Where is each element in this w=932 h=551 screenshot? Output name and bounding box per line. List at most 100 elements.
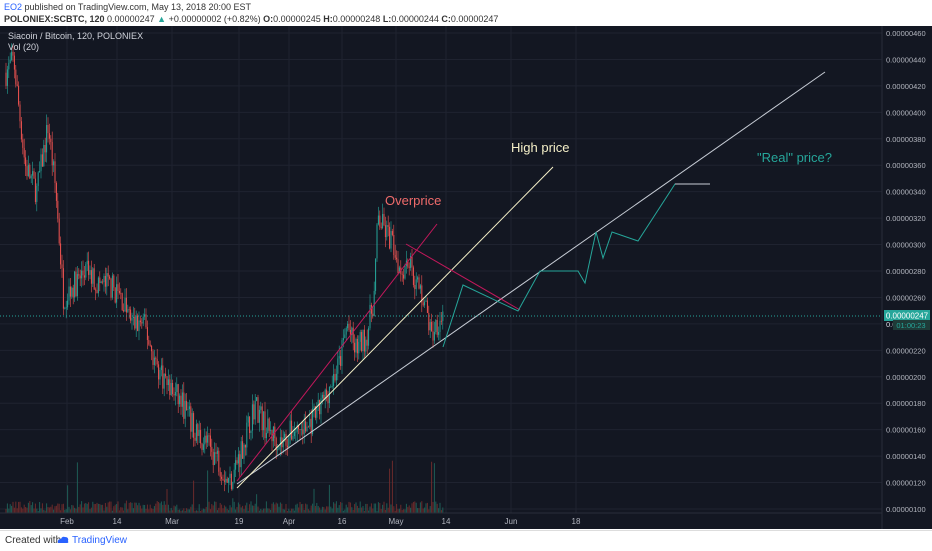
- real-price-annotation[interactable]: "Real" price?: [757, 150, 832, 165]
- candle-body: [41, 154, 43, 167]
- volume-bar: [320, 509, 322, 513]
- candle-body: [211, 446, 213, 452]
- volume-bar: [198, 504, 200, 513]
- volume-bar: [44, 510, 46, 513]
- volume-bar: [50, 506, 52, 513]
- candle-body: [103, 275, 105, 283]
- candle-body: [365, 339, 367, 352]
- y-tick-label: 0.00000340: [886, 188, 926, 197]
- candle-body: [111, 275, 113, 298]
- candle-body: [307, 426, 309, 428]
- candle-body: [148, 340, 150, 345]
- volume-bar: [29, 501, 31, 513]
- volume-bar: [162, 504, 164, 513]
- chart-area[interactable]: Overprice High price "Real" price? 0.000…: [0, 26, 932, 529]
- candle-body: [261, 406, 263, 431]
- support-trendline[interactable]: [236, 71, 826, 485]
- candle-body: [26, 166, 28, 177]
- candle-body: [102, 281, 104, 283]
- resistance-trendline[interactable]: [405, 243, 521, 311]
- volume-bar: [81, 501, 83, 513]
- price-axis[interactable]: 0.00000460 0.00000440 0.00000420 0.00000400…: [881, 26, 926, 529]
- volume-bar: [400, 504, 402, 513]
- candle-body: [398, 267, 400, 274]
- candle-body: [428, 312, 430, 331]
- last-value: 0.00000247: [107, 14, 155, 24]
- volume-bar: [158, 502, 160, 513]
- tradingview-brand-link[interactable]: TradingView: [72, 535, 128, 546]
- volume-bar: [169, 510, 171, 513]
- candle-body: [137, 315, 139, 331]
- author-link[interactable]: EO2: [4, 2, 23, 12]
- volume-bar: [338, 505, 340, 513]
- volume-bar: [390, 504, 392, 513]
- candle-body: [347, 323, 349, 329]
- candle-body: [139, 320, 141, 323]
- volume-bar: [62, 503, 64, 513]
- chart-svg[interactable]: Overprice High price "Real" price? 0.000…: [0, 26, 932, 529]
- high-price-trendline[interactable]: [236, 166, 554, 489]
- volume-bar: [313, 488, 315, 513]
- volume-bar: [139, 505, 141, 513]
- candle-body: [120, 292, 122, 294]
- high-price-annotation[interactable]: High price: [511, 140, 570, 155]
- candle-body: [172, 382, 174, 395]
- candle-body: [291, 420, 293, 440]
- volume-bar: [60, 510, 62, 513]
- candle-body: [309, 418, 311, 427]
- projected-path[interactable]: [442, 183, 710, 348]
- candle-body: [156, 359, 158, 365]
- volume-bar: [20, 507, 22, 513]
- volume-bar: [159, 503, 161, 513]
- volume-bar: [401, 510, 403, 513]
- volume-bar: [300, 504, 302, 513]
- volume-bar: [289, 510, 291, 513]
- volume-bar: [58, 503, 60, 513]
- volume-bar: [128, 502, 130, 513]
- volume-bar: [40, 508, 42, 513]
- volume-bar: [288, 508, 290, 513]
- volume-bar: [141, 508, 143, 513]
- candle-body: [170, 382, 172, 396]
- time-axis[interactable]: Feb 14 Mar 19 Apr 16 May 14 Jun 18: [0, 512, 882, 526]
- candle-body: [298, 425, 300, 430]
- candle-body: [411, 255, 413, 268]
- candle-body: [12, 51, 14, 56]
- candle-body: [362, 329, 364, 352]
- candle-body: [285, 433, 287, 446]
- candle-body: [151, 345, 153, 352]
- volume-bar: [341, 502, 343, 513]
- candle-body: [239, 454, 241, 468]
- candle-body: [39, 171, 41, 173]
- volume-bar: [408, 505, 410, 513]
- x-tick-label: Feb: [60, 517, 74, 526]
- volume-bar: [264, 508, 266, 513]
- volume-bar: [120, 507, 122, 513]
- volume-bar: [187, 509, 189, 513]
- candle-body: [125, 297, 127, 313]
- candle-body: [359, 332, 361, 342]
- volume-bar: [163, 501, 165, 513]
- volume-bar: [335, 501, 337, 513]
- volume-bar: [275, 502, 277, 513]
- candle-body: [153, 357, 155, 365]
- volume-bar: [327, 506, 329, 513]
- volume-bar: [431, 461, 433, 513]
- volume-bar: [302, 503, 304, 513]
- candle-body: [92, 268, 94, 284]
- volume-bar: [417, 508, 419, 513]
- candle-body: [337, 358, 339, 374]
- candle-body: [324, 389, 326, 400]
- candle-body: [149, 344, 151, 346]
- candle-body: [344, 334, 346, 339]
- y-tick-label: 0.00000160: [886, 426, 926, 435]
- volume-bar: [246, 502, 248, 513]
- volume-bar: [257, 506, 259, 513]
- overprice-annotation[interactable]: Overprice: [385, 193, 441, 208]
- volume-bar: [316, 502, 318, 513]
- candle-body: [19, 104, 21, 122]
- y-tick-label: 0.00000140: [886, 452, 926, 461]
- candle-body: [110, 278, 112, 298]
- overprice-trendline[interactable]: [236, 223, 438, 482]
- candle-body: [433, 332, 435, 341]
